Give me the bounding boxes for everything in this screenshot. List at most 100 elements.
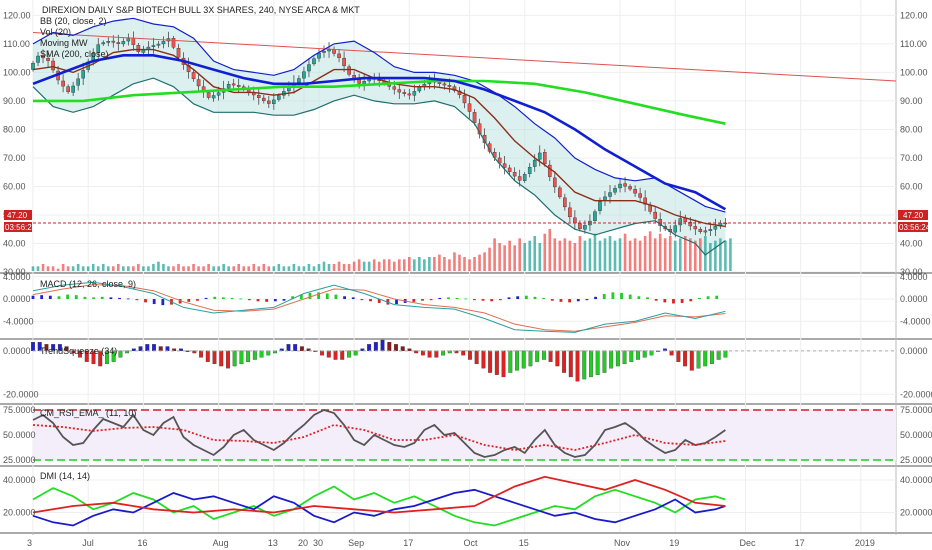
candle-body bbox=[693, 226, 698, 230]
squeeze-ytick-left-1: -20.0000 bbox=[3, 389, 39, 399]
macd-histogram-bar bbox=[265, 299, 269, 302]
volume-bar bbox=[192, 264, 195, 271]
macd-panel[interactable] bbox=[31, 281, 726, 333]
candle-body bbox=[633, 189, 637, 194]
macd-histogram-bar bbox=[576, 299, 580, 302]
volume-bar bbox=[237, 264, 241, 271]
volume-bar bbox=[533, 236, 537, 271]
dmi-ytick-right-1: 20.0000 bbox=[900, 508, 932, 518]
volume-bar bbox=[448, 259, 451, 271]
price-ytick-right-5: 70.00 bbox=[900, 153, 923, 163]
xtick-label-13: Dec bbox=[739, 538, 756, 548]
legend-ma: Moving MW bbox=[40, 38, 88, 48]
candle-body bbox=[36, 55, 40, 63]
macd-histogram-bar bbox=[395, 299, 398, 305]
squeeze-bar bbox=[602, 350, 607, 373]
macd-histogram-bar bbox=[654, 299, 658, 301]
squeeze-bar bbox=[494, 350, 499, 375]
macd-histogram-bar bbox=[126, 298, 130, 300]
rsi-panel[interactable] bbox=[32, 409, 896, 461]
macd-histogram-bar bbox=[230, 297, 234, 300]
volume-bar bbox=[352, 261, 356, 271]
squeeze-bar bbox=[414, 350, 419, 354]
volume-bar bbox=[111, 266, 115, 271]
left-countdown-box bbox=[4, 222, 32, 232]
squeeze-bar bbox=[320, 350, 325, 356]
squeeze-bar bbox=[340, 350, 345, 360]
volume-bar bbox=[498, 243, 501, 271]
squeeze-bar bbox=[259, 350, 264, 358]
volume-bar bbox=[603, 238, 607, 271]
dmi-panel[interactable] bbox=[32, 475, 726, 527]
squeeze-bar bbox=[353, 350, 358, 356]
volume-bar bbox=[297, 266, 301, 271]
candle-body bbox=[568, 207, 572, 218]
volume-bar bbox=[147, 266, 150, 271]
xtick-label-5: 20 bbox=[298, 538, 308, 548]
macd-histogram-bar bbox=[377, 299, 381, 303]
volume-bar bbox=[418, 257, 421, 271]
squeeze-bar bbox=[609, 350, 614, 369]
price-ytick-left-9: 30.00 bbox=[3, 267, 26, 277]
squeeze-bar bbox=[468, 350, 472, 360]
volume-bar bbox=[307, 264, 311, 271]
macd-line bbox=[32, 281, 726, 333]
price-lines bbox=[32, 17, 897, 256]
candle-body bbox=[618, 183, 622, 189]
volume-bar bbox=[523, 243, 527, 271]
candle-body bbox=[598, 201, 602, 211]
volume-bar bbox=[232, 266, 235, 271]
candle-body bbox=[522, 174, 527, 181]
candle-body bbox=[106, 41, 111, 43]
xtick-label-9: Oct bbox=[464, 538, 479, 548]
volume-bar bbox=[342, 264, 346, 271]
candle-body bbox=[327, 49, 331, 52]
candle-body bbox=[196, 79, 201, 87]
price-panel[interactable] bbox=[31, 17, 897, 271]
volume-bar bbox=[709, 243, 712, 271]
candle-body bbox=[437, 82, 442, 84]
macd-histogram-bar bbox=[464, 298, 468, 300]
squeeze-bar bbox=[178, 348, 183, 352]
rsi-ytick-left-1: 50.0000 bbox=[3, 430, 36, 440]
squeeze-bar bbox=[562, 350, 567, 373]
volume-bar bbox=[76, 264, 80, 271]
macd-histogram-bar bbox=[637, 296, 641, 300]
volume-bar bbox=[187, 266, 190, 271]
volume-bar bbox=[658, 233, 662, 271]
xtick-label-8: 17 bbox=[403, 538, 413, 548]
squeeze-bar bbox=[131, 348, 136, 352]
squeeze-bar bbox=[669, 350, 674, 356]
volume-bar bbox=[197, 266, 200, 271]
macd-histogram-bar bbox=[447, 297, 450, 300]
macd-histogram-bar bbox=[524, 295, 528, 300]
candle-body bbox=[462, 95, 467, 104]
squeeze-bar bbox=[400, 346, 405, 352]
candle-body bbox=[653, 211, 657, 219]
candle-body bbox=[573, 217, 577, 224]
volume-bar bbox=[357, 259, 361, 271]
macd-histogram-bar bbox=[533, 296, 537, 300]
macd-histogram-bar bbox=[299, 294, 303, 300]
squeeze-bar bbox=[629, 350, 634, 362]
candle-body bbox=[623, 183, 627, 187]
right-countdown-label: 03:56:24 bbox=[899, 223, 931, 232]
macd-histogram-bar bbox=[317, 292, 321, 300]
candle-body bbox=[262, 97, 266, 101]
squeeze-ytick-left-0: 0.0000 bbox=[3, 346, 31, 356]
squeeze-bar bbox=[360, 348, 365, 352]
legend-vol: Vol (20) bbox=[40, 27, 71, 37]
volume-bar bbox=[242, 266, 246, 271]
volume-bar bbox=[683, 236, 687, 271]
macd-histogram-bar bbox=[247, 299, 251, 301]
volume-bar bbox=[473, 257, 476, 271]
candle-body bbox=[472, 112, 477, 123]
squeeze-panel[interactable] bbox=[31, 339, 896, 382]
candle-body bbox=[171, 38, 176, 48]
macd-histogram-bar bbox=[239, 298, 243, 300]
macd-histogram-bar bbox=[178, 299, 182, 304]
volume-bar bbox=[453, 252, 456, 271]
volume-bar bbox=[337, 261, 341, 271]
dmi-adx-line bbox=[32, 475, 726, 514]
